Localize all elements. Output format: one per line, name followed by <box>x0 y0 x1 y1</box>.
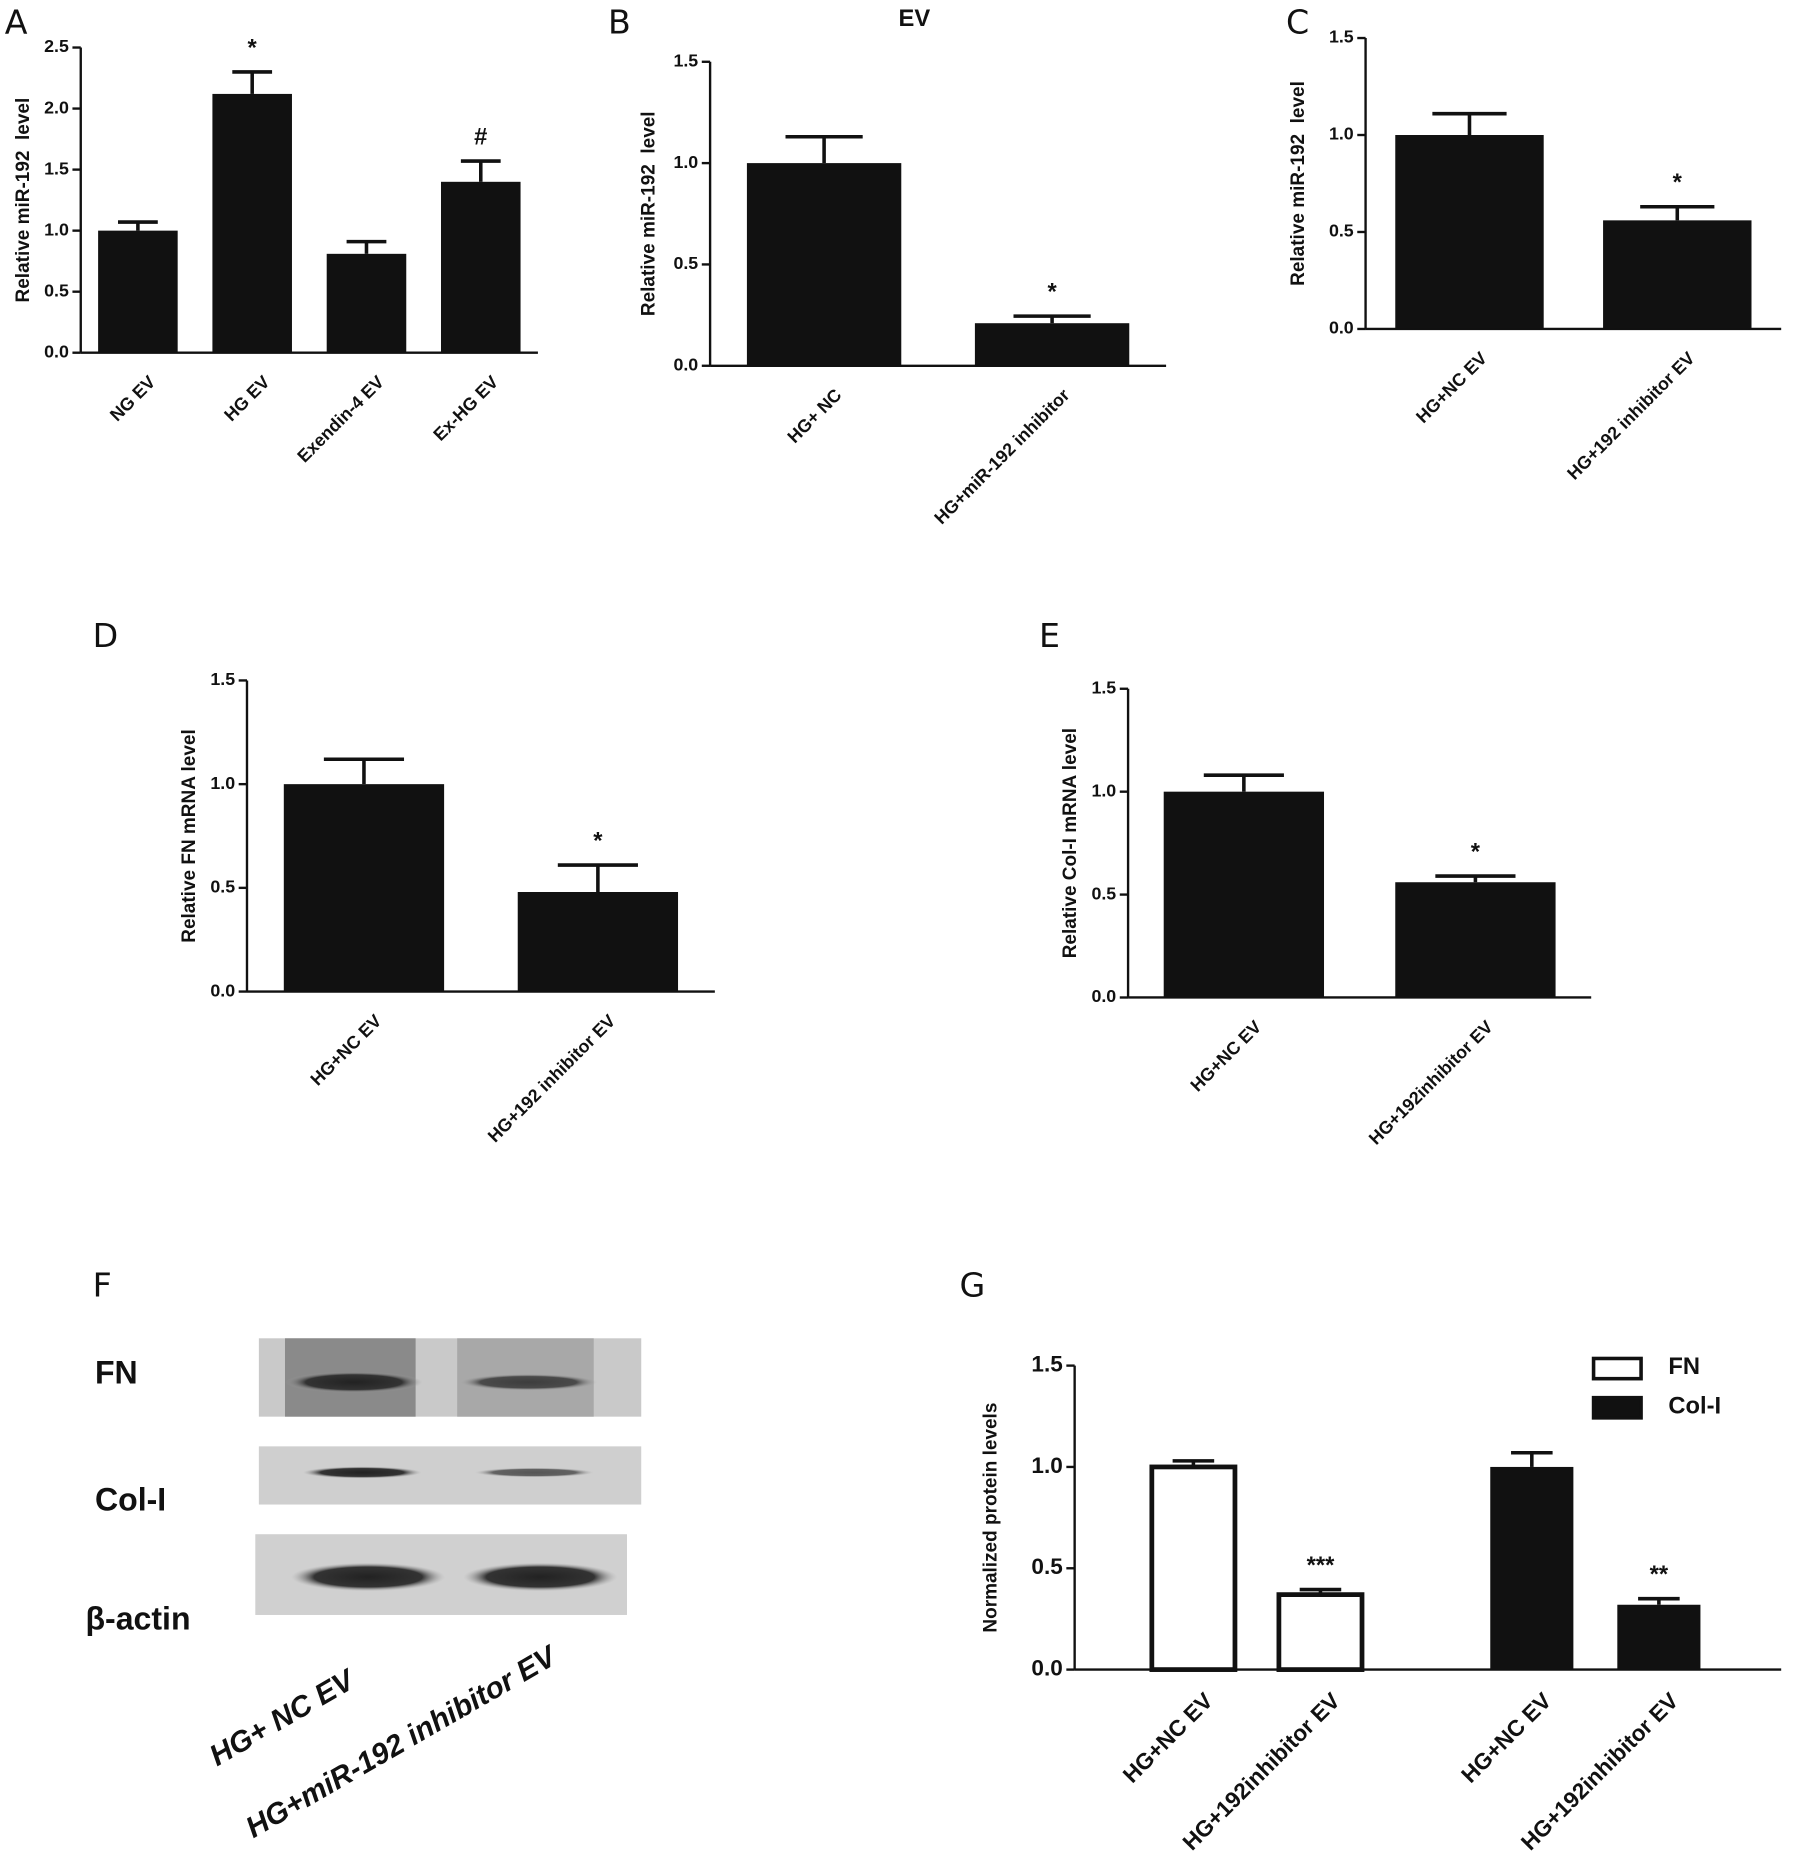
y-tick-label: 1.5 <box>1091 677 1116 697</box>
legend-label: Col-I <box>1668 1393 1721 1419</box>
x-tick-label: HG+ NC <box>783 385 845 447</box>
bar <box>974 323 1130 366</box>
y-tick-label: 1.0 <box>1031 1453 1062 1478</box>
blot-row-label: β-actin <box>85 1600 190 1636</box>
bar <box>1617 1604 1701 1670</box>
bar <box>212 93 292 353</box>
y-tick-label: 0.0 <box>1031 1656 1062 1681</box>
panel-label: G <box>959 1266 985 1305</box>
blot-lane-label: HG+ NC EV <box>204 1663 362 1773</box>
y-tick-label: 0.5 <box>1031 1554 1062 1579</box>
y-tick-label: 1.5 <box>210 669 235 689</box>
bar <box>517 892 679 992</box>
x-tick-label: HG+192 inhibitor EV <box>484 1011 620 1147</box>
x-tick-label: HG+NC EV <box>1186 1017 1265 1096</box>
blot-row-label: FN <box>95 1355 138 1391</box>
significance-marker: * <box>1673 170 1683 196</box>
y-tick-label: 0.5 <box>44 280 69 300</box>
panel-label: A <box>5 2 28 41</box>
x-tick-label: NG EV <box>106 372 159 425</box>
y-tick-label: 0.0 <box>1329 318 1354 338</box>
y-tick-label: 1.0 <box>44 219 69 239</box>
x-tick-label: HG+192 inhibitor EV <box>1563 348 1699 484</box>
y-axis-label: Relative miR-192 level <box>1288 81 1309 286</box>
significance-marker: * <box>248 35 258 61</box>
blot-lane-label: HG+miR-192 inhibitor EV <box>240 1639 563 1845</box>
y-tick-label: 1.5 <box>44 158 69 178</box>
y-tick-label: 0.5 <box>1091 883 1116 903</box>
x-tick-label: HG+192inhibitor EV <box>1365 1017 1497 1149</box>
x-tick-label: HG+NC EV <box>1412 348 1491 427</box>
y-axis-label: Relative miR-192 level <box>13 98 34 303</box>
bar <box>283 784 445 992</box>
y-tick-label: 1.5 <box>1031 1352 1062 1377</box>
significance-marker: *** <box>1307 1553 1335 1579</box>
panel-label: F <box>93 1266 112 1305</box>
significance-marker: ** <box>1650 1562 1669 1588</box>
bar <box>1395 882 1556 998</box>
y-tick-label: 1.5 <box>1329 27 1354 47</box>
bar <box>1490 1466 1574 1670</box>
y-tick-label: 0.5 <box>673 253 698 273</box>
x-tick-label: Ex-HG EV <box>429 372 502 445</box>
blot-image <box>255 1338 642 1615</box>
y-tick-label: 1.0 <box>210 773 235 793</box>
x-tick-label: HG+NC EV <box>307 1011 386 1090</box>
blot-row-label: Col-I <box>95 1482 166 1518</box>
x-tick-label: Exendin-4 EV <box>293 372 388 467</box>
y-tick-label: 2.5 <box>44 36 69 56</box>
significance-marker: * <box>1047 279 1057 305</box>
panel-label: D <box>93 616 119 655</box>
y-tick-label: 1.5 <box>673 50 698 70</box>
legend-swatch <box>1591 1356 1643 1381</box>
bar <box>1149 1464 1238 1672</box>
bar <box>1276 1592 1365 1672</box>
y-tick-label: 0.5 <box>1329 221 1354 241</box>
bar <box>98 230 178 353</box>
bar <box>1395 135 1544 329</box>
bar <box>1603 220 1752 329</box>
y-tick-label: 0.0 <box>1091 986 1116 1006</box>
y-tick-label: 0.0 <box>673 354 698 374</box>
y-tick-label: 1.0 <box>673 152 698 172</box>
x-tick-label: HG+NC EV <box>1118 1688 1218 1788</box>
bar <box>1163 791 1325 998</box>
y-tick-label: 1.0 <box>1091 780 1116 800</box>
bar <box>440 181 521 353</box>
y-tick-label: 0.0 <box>210 980 235 1000</box>
y-tick-label: 2.0 <box>44 97 69 117</box>
y-tick-label: 1.0 <box>1329 124 1354 144</box>
chart-title: EV <box>899 6 931 32</box>
y-tick-label: 0.5 <box>210 877 235 897</box>
panel-label: E <box>1039 616 1060 655</box>
y-tick-label: 0.0 <box>44 341 69 361</box>
legend-label: FN <box>1668 1354 1700 1380</box>
y-axis-label: Relative Col-I mRNA level <box>1060 728 1081 958</box>
x-tick-label: HG+miR-192 inhibitor <box>930 385 1073 528</box>
bar <box>326 253 407 353</box>
x-tick-label: HG EV <box>220 372 273 425</box>
significance-marker: * <box>1471 839 1481 865</box>
panel-label: B <box>608 2 631 41</box>
y-axis-label: Relative FN mRNA level <box>179 729 200 942</box>
bar <box>746 163 902 366</box>
x-tick-label: HG+NC EV <box>1457 1688 1557 1788</box>
y-axis-label: Relative miR-192 level <box>639 111 660 316</box>
y-axis-label: Normalized protein levels <box>981 1403 1002 1633</box>
significance-marker: * <box>593 828 603 854</box>
significance-marker: # <box>474 124 487 150</box>
panel-label: C <box>1286 2 1309 41</box>
legend-swatch <box>1591 1395 1643 1420</box>
